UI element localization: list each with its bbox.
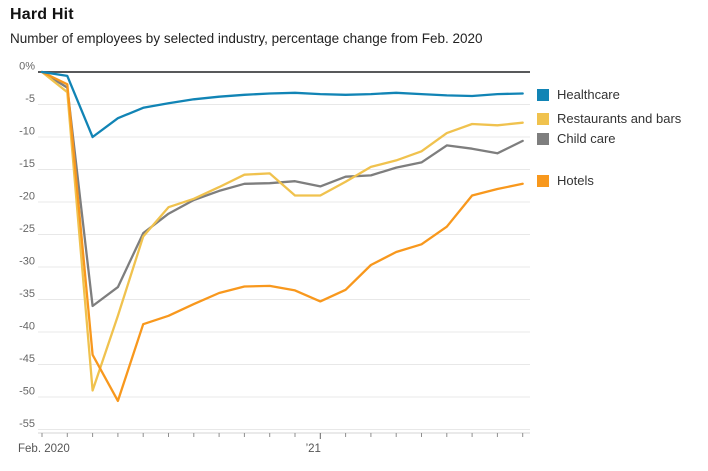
legend-item-restaurants: Restaurants and bars bbox=[537, 111, 681, 126]
chart-subtitle: Number of employees by selected industry… bbox=[10, 31, 483, 46]
x-axis-label: ’21 bbox=[306, 443, 321, 455]
legend-item-child-care: Child care bbox=[537, 131, 616, 146]
y-axis-label: -30 bbox=[19, 256, 35, 268]
child-care-legend-swatch bbox=[537, 132, 549, 145]
y-axis-label: -35 bbox=[19, 288, 35, 300]
y-axis-label: 0% bbox=[19, 61, 35, 73]
legend-label-hotels: Hotels bbox=[557, 173, 594, 188]
chart-title: Hard Hit bbox=[10, 6, 74, 23]
y-axis-label: -55 bbox=[19, 418, 35, 430]
y-axis-label: -40 bbox=[19, 321, 35, 333]
y-axis-label: -10 bbox=[19, 126, 35, 138]
y-axis-label: -20 bbox=[19, 191, 35, 203]
y-axis-label: -50 bbox=[19, 386, 35, 398]
legend-label-healthcare: Healthcare bbox=[557, 87, 620, 102]
restaurants-legend-swatch bbox=[537, 112, 549, 125]
legend-label-restaurants: Restaurants and bars bbox=[557, 111, 682, 126]
y-axis-label: -45 bbox=[19, 353, 35, 365]
hotels-legend-swatch bbox=[537, 174, 549, 187]
x-axis-label: Feb. 2020 bbox=[18, 443, 70, 455]
series-line-child-care bbox=[40, 70, 524, 308]
chart-header: Hard Hit Number of employees by selected… bbox=[10, 6, 690, 46]
series-line-healthcare bbox=[40, 70, 524, 139]
legend-label-child-care: Child care bbox=[557, 131, 616, 146]
y-axis-label: -25 bbox=[19, 223, 35, 235]
legend-item-hotels: Hotels bbox=[537, 173, 594, 188]
healthcare-legend-swatch bbox=[537, 88, 549, 101]
y-axis-label: -5 bbox=[25, 93, 35, 105]
series-line-restaurants-and-bars bbox=[40, 70, 524, 392]
y-axis-label: -15 bbox=[19, 158, 35, 170]
series-line-hotels bbox=[40, 70, 524, 403]
legend-item-healthcare: Healthcare bbox=[537, 87, 620, 102]
